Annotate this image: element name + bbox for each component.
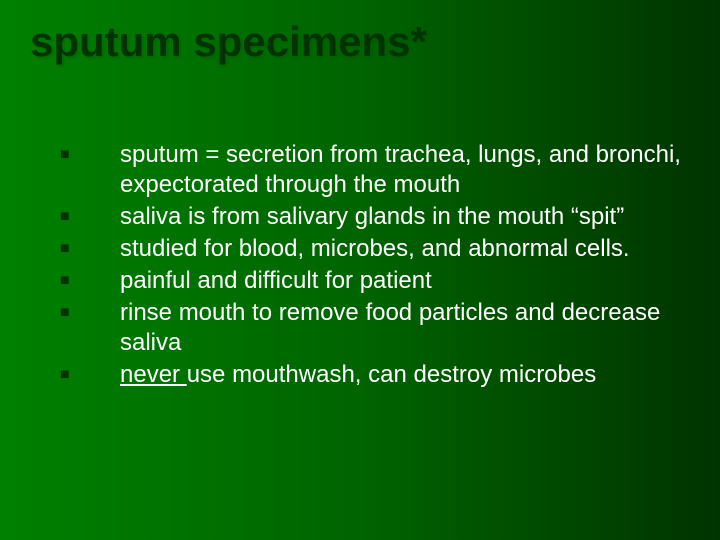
bullet-icon: ■ [60,298,120,322]
bullet-icon: ■ [60,140,120,164]
list-item: ■ saliva is from salivary glands in the … [60,202,690,232]
list-item: ■ painful and difficult for patient [60,266,690,296]
bullet-text: painful and difficult for patient [120,266,690,296]
bullet-text: never use mouthwash, can destroy microbe… [120,360,690,390]
underlined-text: never [120,361,187,388]
slide: sputum specimens* ■ sputum = secretion f… [0,0,720,540]
list-item: ■ studied for blood, microbes, and abnor… [60,234,690,264]
list-item: ■ never use mouthwash, can destroy micro… [60,360,690,390]
bullet-text-rest: use mouthwash, can destroy microbes [187,361,597,388]
bullet-icon: ■ [60,234,120,258]
list-item: ■ rinse mouth to remove food particles a… [60,298,690,358]
bullet-text: rinse mouth to remove food particles and… [120,298,690,358]
slide-title: sputum specimens* [30,18,427,66]
bullet-icon: ■ [60,266,120,290]
bullet-text: saliva is from salivary glands in the mo… [120,202,690,232]
list-item: ■ sputum = secretion from trachea, lungs… [60,140,690,200]
bullet-icon: ■ [60,360,120,384]
bullet-text: studied for blood, microbes, and abnorma… [120,234,690,264]
bullet-icon: ■ [60,202,120,226]
bullet-list: ■ sputum = secretion from trachea, lungs… [60,140,690,392]
bullet-text: sputum = secretion from trachea, lungs, … [120,140,690,200]
